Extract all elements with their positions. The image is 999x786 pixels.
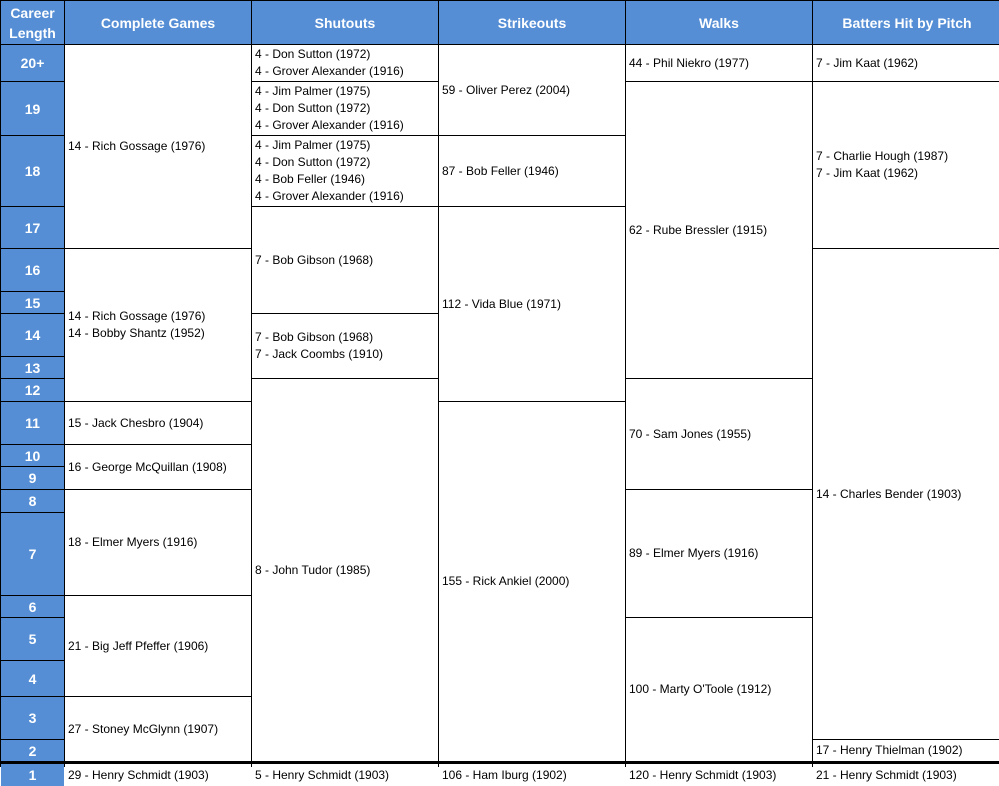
record-cell: 62 - Rube Bressler (1915): [626, 82, 812, 378]
record-entry: 8 - John Tudor (1985): [255, 562, 371, 577]
record-entry: 106 - Ham Iburg (1902): [442, 767, 567, 782]
record-cell: 27 - Stoney McGlynn (1907): [65, 697, 251, 761]
header-strikeouts: Strikeouts: [439, 1, 625, 44]
record-entry: 70 - Sam Jones (1955): [629, 426, 752, 441]
record-entry: 120 - Henry Schmidt (1903): [629, 767, 777, 782]
career-length-label: 15: [1, 292, 64, 313]
record-cell: 18 - Elmer Myers (1916): [65, 490, 251, 595]
record-entry: 4 - Grover Alexander (1916): [255, 189, 404, 203]
record-entry: 7 - Bob Gibson (1968): [255, 330, 374, 344]
career-length-label: 6: [1, 596, 64, 617]
record-entry: 4 - Grover Alexander (1916): [255, 64, 404, 78]
record-entry: 29 - Henry Schmidt (1903): [68, 767, 209, 782]
record-cell: 4 - Jim Palmer (1975) 4 - Don Sutton (197…: [252, 136, 438, 206]
record-entry: 87 - Bob Feller (1946): [442, 163, 559, 178]
career-length-label: 9: [1, 467, 64, 489]
record-cell: 120 - Henry Schmidt (1903): [626, 762, 812, 786]
record-entry: 21 - Big Jeff Pfeffer (1906): [68, 638, 209, 653]
career-length-label: 5: [1, 618, 64, 660]
record-entry: 112 - Vida Blue (1971): [442, 296, 561, 311]
record-entry: 14 - Charles Bender (1903): [816, 486, 962, 501]
record-cell: 7 - Jim Kaat (1962): [813, 45, 999, 81]
record-cell: 155 - Rick Ankiel (2000): [439, 402, 625, 761]
record-cell: 4 - Don Sutton (1972) 4 - Grover Alexande…: [252, 45, 438, 81]
record-cell: 59 - Oliver Perez (2004): [439, 45, 625, 135]
record-entry: 14 - Rich Gossage (1976): [68, 139, 206, 153]
record-entry: 4 - Jim Palmer (1975): [255, 84, 371, 98]
career-length-label: 11: [1, 402, 64, 444]
header-walks: Walks: [626, 1, 812, 44]
career-length-label: 19: [1, 82, 64, 135]
record-cell: 7 - Bob Gibson (1968) 7 - Jack Coombs (19…: [252, 314, 438, 378]
record-entry: 21 - Henry Schmidt (1903): [816, 767, 957, 782]
record-cell: 112 - Vida Blue (1971): [439, 207, 625, 401]
header-career-length: Career Length: [1, 1, 64, 44]
record-entry: 14 - Bobby Shantz (1952): [68, 326, 205, 340]
record-cell: 100 - Marty O'Toole (1912): [626, 618, 812, 761]
career-length-label: 10: [1, 445, 64, 466]
career-length-label: 7: [1, 513, 64, 595]
header-hit-by-pitch: Batters Hit by Pitch: [813, 1, 999, 44]
record-cell: 8 - John Tudor (1985): [252, 379, 438, 761]
record-entry: 7 - Bob Gibson (1968): [255, 252, 374, 267]
career-length-label: 2: [1, 740, 64, 761]
record-entry: 4 - Don Sutton (1972): [255, 47, 371, 61]
record-entry: 7 - Jim Kaat (1962): [816, 55, 919, 70]
career-length-label: 17: [1, 207, 64, 248]
record-cell: 7 - Bob Gibson (1968): [252, 207, 438, 313]
career-length-label: 14: [1, 314, 64, 356]
career-length-label: 4: [1, 661, 64, 696]
record-cell: 44 - Phil Niekro (1977): [626, 45, 812, 81]
record-entry: 4 - Grover Alexander (1916): [255, 118, 404, 132]
career-length-label: 8: [1, 490, 64, 512]
career-length-label: 12: [1, 379, 64, 401]
record-entry: 44 - Phil Niekro (1977): [629, 55, 750, 70]
record-cell: 87 - Bob Feller (1946): [439, 136, 625, 206]
career-length-label: 13: [1, 357, 64, 378]
record-cell: 16 - George McQuillan (1908): [65, 445, 251, 489]
record-cell: 15 - Jack Chesbro (1904): [65, 402, 251, 444]
record-entry: 16 - George McQuillan (1908): [68, 459, 227, 474]
record-entry: 7 - Jack Coombs (1910): [255, 347, 384, 361]
record-cell: 21 - Henry Schmidt (1903): [813, 762, 999, 786]
record-cell: 70 - Sam Jones (1955): [626, 379, 812, 489]
header-shutouts: Shutouts: [252, 1, 438, 44]
record-entry: 17 - Henry Thielman (1902): [816, 743, 963, 757]
career-length-label: 1: [1, 762, 64, 786]
record-cell: 17 - Henry Thielman (1902): [813, 740, 999, 761]
record-cell: 14 - Rich Gossage (1976) 14 - Bobby Shant…: [65, 249, 251, 401]
record-cell: 4 - Jim Palmer (1975) 4 - Don Sutton (197…: [252, 82, 438, 135]
record-entry: 14 - Rich Gossage (1976): [68, 309, 206, 323]
record-entry: 62 - Rube Bressler (1915): [629, 222, 768, 237]
record-entry: 59 - Oliver Perez (2004): [442, 82, 571, 97]
career-length-label: 20+: [1, 45, 64, 81]
record-entry: 27 - Stoney McGlynn (1907): [68, 721, 219, 736]
record-entry: 7 - Charlie Hough (1987): [816, 149, 949, 163]
record-cell: 14 - Charles Bender (1903): [813, 249, 999, 739]
record-entry: 5 - Henry Schmidt (1903): [255, 767, 390, 782]
record-cell: 21 - Big Jeff Pfeffer (1906): [65, 596, 251, 696]
record-entry: 18 - Elmer Myers (1916): [68, 535, 198, 549]
record-entry: 15 - Jack Chesbro (1904): [68, 415, 204, 430]
record-entry: 89 - Elmer Myers (1916): [629, 546, 759, 560]
career-length-label: 18: [1, 136, 64, 206]
record-entry: 7 - Jim Kaat (1962): [816, 166, 919, 180]
record-entry: 100 - Marty O'Toole (1912): [629, 682, 772, 696]
record-cell: 106 - Ham Iburg (1902): [439, 762, 625, 786]
record-entry: 4 - Bob Feller (1946): [255, 172, 366, 186]
header-complete-games: Complete Games: [65, 1, 251, 44]
record-entry: 4 - Don Sutton (1972): [255, 155, 371, 169]
record-entry: 4 - Jim Palmer (1975): [255, 138, 371, 152]
record-cell: 89 - Elmer Myers (1916): [626, 490, 812, 617]
record-entry: 4 - Don Sutton (1972): [255, 101, 371, 115]
record-cell: 14 - Rich Gossage (1976): [65, 45, 251, 248]
record-cell: 29 - Henry Schmidt (1903): [65, 762, 251, 786]
career-length-label: 3: [1, 697, 64, 739]
record-cell: 7 - Charlie Hough (1987) 7 - Jim Kaat (19…: [813, 82, 999, 248]
career-length-label: 16: [1, 249, 64, 291]
record-entry: 155 - Rick Ankiel (2000): [442, 574, 570, 588]
record-cell: 5 - Henry Schmidt (1903): [252, 762, 438, 786]
